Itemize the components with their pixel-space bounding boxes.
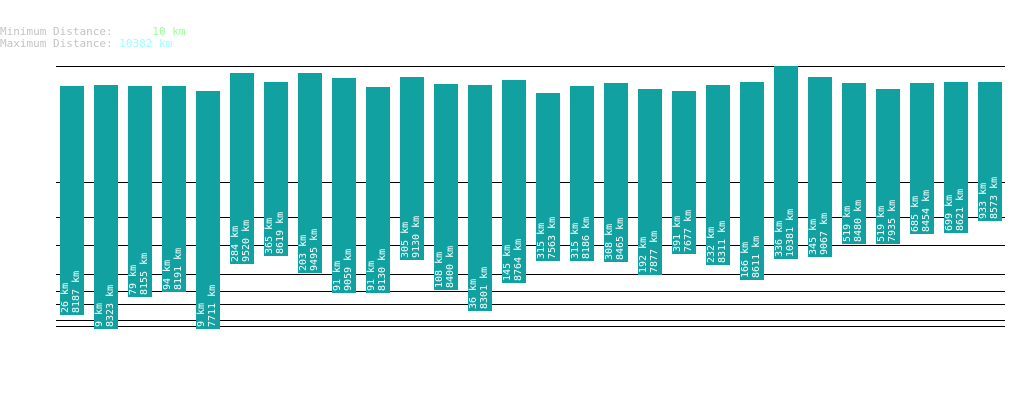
bar-label-top: 192 km: [638, 237, 649, 273]
bar-label-bottom: 8130 km: [377, 249, 388, 291]
bar-label-top: 91 km: [366, 261, 377, 291]
bar-label-top: 9 km: [196, 303, 207, 327]
bar: [774, 66, 798, 259]
bar: [332, 78, 356, 293]
bar: [434, 84, 458, 290]
bar: [502, 80, 526, 283]
bar-label-top: 933 km: [978, 183, 989, 219]
bar-label-bottom: 9520 km: [241, 220, 252, 262]
bar-label-bottom: 8621 km: [955, 189, 966, 231]
bar-label-top: 305 km: [400, 222, 411, 258]
bar-label-bottom: 9067 km: [819, 213, 830, 255]
bar-label-top: 685 km: [910, 196, 921, 232]
bar: [298, 73, 322, 273]
bar-label-bottom: 8465 km: [615, 218, 626, 260]
bar-label-top: 308 km: [604, 224, 615, 260]
legend-min-row: Minimum Distance: 10 km: [0, 26, 185, 38]
bar: [808, 77, 832, 257]
bar-label-bottom: 8619 km: [275, 212, 286, 254]
bar-label-top: 145 km: [502, 245, 513, 281]
bar-label-top: 315 km: [570, 223, 581, 259]
bar-label-bottom: 8454 km: [921, 190, 932, 232]
bar-label-bottom: 8187 km: [71, 271, 82, 313]
bar-label-bottom: 7877 km: [649, 231, 660, 273]
bar: [910, 83, 934, 234]
bar-label-top: 284 km: [230, 226, 241, 262]
bar-label-top: 345 km: [808, 219, 819, 255]
bar-label-top: 519 km: [876, 206, 887, 242]
bar: [400, 77, 424, 260]
legend-max-label: Maximum Distance:: [0, 37, 113, 50]
bar-label-bottom: 8323 km: [105, 285, 116, 327]
bar-label-top: 26 km: [60, 283, 71, 313]
bar-label-bottom: 8400 km: [445, 246, 456, 288]
bar: [264, 82, 288, 256]
legend-min-value: 10 km: [152, 25, 186, 38]
bar-label-top: 94 km: [162, 260, 173, 290]
legend-min-label: Minimum Distance:: [0, 25, 113, 38]
bar-label-bottom: 7711 km: [207, 285, 218, 327]
bar-label-top: 391 km: [672, 216, 683, 252]
legend-max-value: 10382 km: [119, 37, 173, 50]
bar: [196, 91, 220, 329]
bar-label-top: 336 km: [774, 221, 785, 257]
bar-label-top: 108 km: [434, 252, 445, 288]
bar-label-bottom: 8301 km: [479, 267, 490, 309]
bar-label-bottom: 8155 km: [139, 253, 150, 295]
legend: Minimum Distance: 10 km Maximum Distance…: [0, 26, 185, 50]
bar: [740, 82, 764, 280]
bar-label-top: 315 km: [536, 223, 547, 259]
bar: [978, 82, 1002, 221]
bar: [536, 93, 560, 261]
bar: [570, 86, 594, 261]
bar-label-top: 232 km: [706, 227, 717, 263]
bar-label-bottom: 9130 km: [411, 216, 422, 258]
bar-label-bottom: 7935 km: [887, 200, 898, 242]
bar-label-top: 9 km: [94, 303, 105, 327]
bar: [638, 89, 662, 275]
bar: [94, 85, 118, 329]
bar-label-bottom: 9495 km: [309, 229, 320, 271]
bar-label-top: 203 km: [298, 235, 309, 271]
bar-label-bottom: 8764 km: [513, 239, 524, 281]
bar-label-bottom: 8480 km: [853, 200, 864, 242]
bar-label-top: 36 km: [468, 279, 479, 309]
bar: [876, 89, 900, 244]
bar-label-bottom: 8573 km: [989, 177, 1000, 219]
bar: [944, 82, 968, 233]
bar: [366, 87, 390, 293]
bar-label-top: 365 km: [264, 218, 275, 254]
bar-label-bottom: 8191 km: [173, 248, 184, 290]
bar: [230, 73, 254, 264]
bar-label-top: 166 km: [740, 242, 751, 278]
bar: [60, 86, 84, 315]
bar-label-bottom: 8311 km: [717, 221, 728, 263]
bar-label-bottom: 9059 km: [343, 249, 354, 291]
bar-label-top: 519 km: [842, 206, 853, 242]
bar-label-bottom: 7677 km: [683, 210, 694, 252]
bar: [468, 85, 492, 311]
bar: [706, 85, 730, 265]
bar-label-top: 91 km: [332, 261, 343, 291]
bar: [604, 83, 628, 262]
bar-label-top: 699 km: [944, 195, 955, 231]
bar-label-bottom: 10381 km: [785, 209, 796, 257]
bar-label-bottom: 7563 km: [547, 217, 558, 259]
bar-label-bottom: 8611 km: [751, 236, 762, 278]
bar-label-bottom: 8186 km: [581, 217, 592, 259]
bar: [128, 86, 152, 297]
bar-label-top: 79 km: [128, 265, 139, 295]
bar: [842, 83, 866, 244]
bar: [672, 91, 696, 254]
legend-max-row: Maximum Distance: 10382 km: [0, 38, 185, 50]
bar: [162, 86, 186, 292]
